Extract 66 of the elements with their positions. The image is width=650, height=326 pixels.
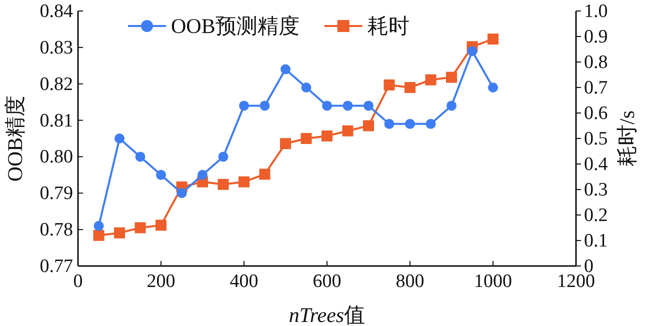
point: [426, 118, 436, 129]
point: [322, 100, 332, 111]
x-tick-label: 1000: [474, 271, 512, 292]
legend-label: OOB预测精度: [171, 14, 300, 38]
point: [404, 82, 416, 93]
point: [342, 125, 354, 136]
point: [363, 120, 374, 132]
point: [260, 100, 270, 111]
point: [342, 100, 353, 111]
point: [259, 168, 270, 180]
y-tick-label: 0.78: [40, 220, 73, 241]
point: [488, 82, 498, 92]
point: [114, 134, 124, 144]
y2-tick-label: 0.5: [584, 128, 608, 150]
point: [300, 133, 312, 144]
point: [384, 118, 394, 129]
y-tick-label: 0.81: [40, 110, 73, 132]
point: [405, 118, 415, 129]
y2-tick-label: 0.6: [584, 103, 608, 124]
x-tick-label: 800: [396, 271, 424, 292]
y-axis-title: OOB精度: [3, 95, 27, 182]
point: [239, 100, 249, 111]
point: [364, 100, 374, 111]
point: [280, 138, 291, 150]
point: [384, 79, 395, 90]
x-tick-label: 200: [146, 271, 176, 292]
point: [218, 152, 228, 162]
point: [198, 170, 208, 180]
y-tick-label: 0.84: [40, 1, 74, 22]
point: [488, 34, 498, 45]
point: [280, 64, 290, 74]
point: [322, 130, 332, 142]
x-axis-title: nTrees值: [288, 303, 366, 326]
y2-axis-title: 耗时/s: [615, 110, 639, 167]
point: [156, 220, 166, 231]
y-tick-label: 0.80: [40, 146, 73, 168]
y-tick-label: 0.79: [40, 183, 73, 204]
y2-tick-label: 1.0: [584, 1, 608, 22]
y2-tick-label: 0.2: [584, 205, 608, 226]
y2-tick-label: 0.9: [584, 26, 608, 48]
point: [425, 74, 436, 86]
y2-tick-label: 0.4: [584, 154, 608, 175]
x-tick-label: 600: [312, 271, 342, 292]
y-tick-label: 0.83: [40, 37, 73, 58]
y2-tick-label: 0.1: [584, 230, 608, 252]
y-tick-label: 0.82: [40, 74, 73, 95]
point: [238, 176, 250, 188]
point: [218, 178, 229, 190]
y2-tick-label: 0.7: [584, 78, 608, 98]
point: [301, 82, 312, 92]
point: [114, 227, 125, 238]
point: [446, 100, 456, 111]
point: [176, 188, 187, 198]
x-tick-label: 400: [230, 271, 258, 292]
point: [446, 72, 457, 83]
point: [156, 170, 166, 180]
point: [467, 46, 478, 56]
y2-tick-label: 0.3: [584, 180, 608, 200]
x-tick-label: 0: [73, 271, 83, 292]
point: [94, 220, 104, 231]
point: [134, 222, 146, 234]
point: [135, 152, 146, 162]
y-tick-label: 0.77: [40, 256, 73, 277]
y2-tick-label: 0.8: [584, 52, 608, 73]
legend-label: 耗时: [367, 14, 410, 38]
point: [93, 230, 104, 241]
